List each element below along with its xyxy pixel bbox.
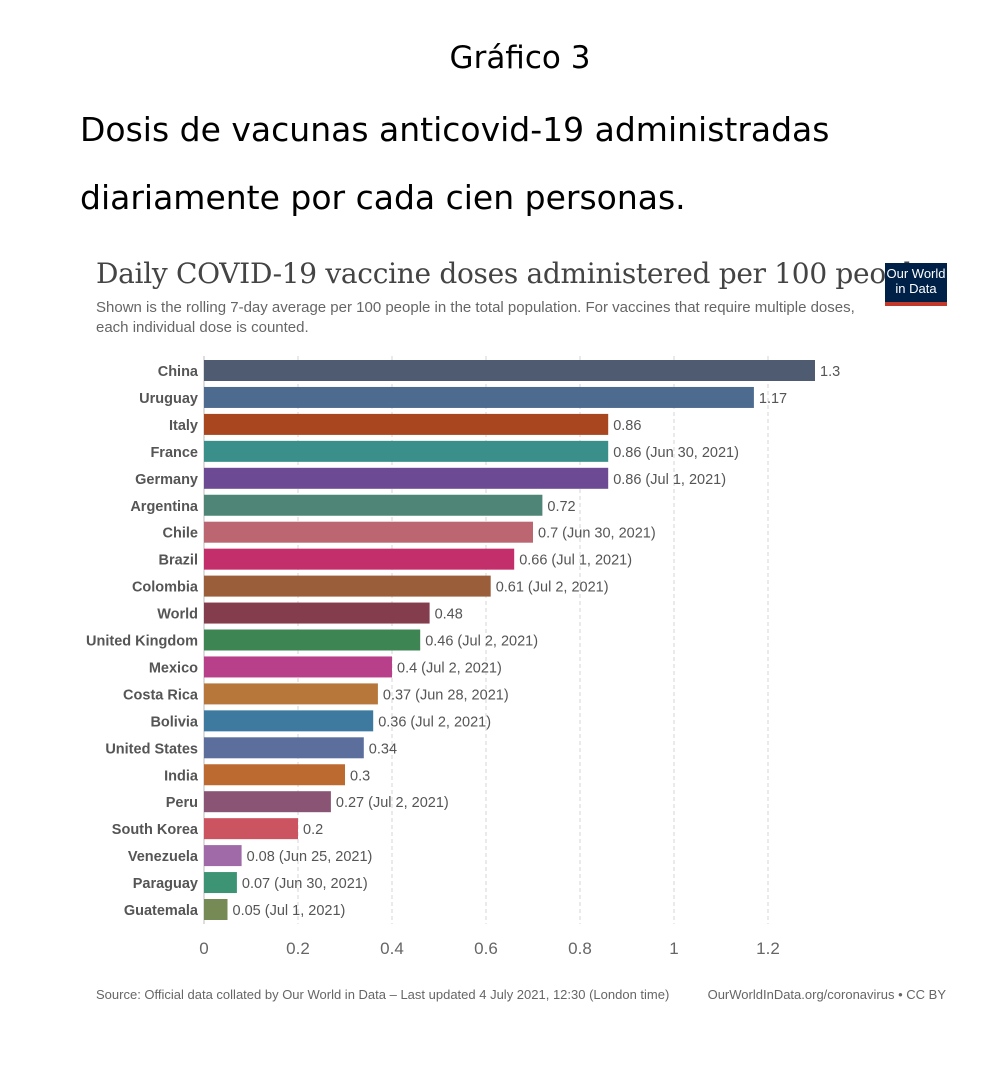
bar-south-korea — [204, 818, 298, 840]
category-label-south-korea: South Korea — [112, 822, 199, 838]
value-label-world: 0.48 — [435, 607, 463, 623]
bar-france — [204, 440, 609, 462]
value-label-uruguay: 1.17 — [759, 391, 787, 407]
category-label-world: World — [157, 607, 198, 623]
logo-line-1: Our World — [886, 266, 946, 281]
bar-brazil — [204, 548, 515, 570]
x-tick-label: 0.2 — [286, 939, 310, 958]
bar-india — [204, 764, 345, 786]
category-label-paraguay: Paraguay — [133, 876, 198, 892]
bar-chile — [204, 521, 533, 543]
category-label-guatemala: Guatemala — [124, 903, 199, 919]
value-label-guatemala: 0.05 (Jul 1, 2021) — [233, 903, 346, 919]
bar-venezuela — [204, 845, 242, 867]
value-label-costa-rica: 0.37 (Jun 28, 2021) — [383, 687, 509, 703]
source-note: Source: Official data collated by Our Wo… — [96, 987, 670, 1002]
source-link[interactable]: OurWorldInData.org/coronavirus • CC BY — [707, 987, 946, 1002]
category-label-bolivia: Bolivia — [150, 714, 198, 730]
document-label: Gráfico 3 — [449, 40, 591, 76]
value-label-italy: 0.86 — [613, 418, 641, 434]
bar-united-states — [204, 737, 364, 759]
document-title-line-1: Dosis de vacunas anticovid-19 administra… — [80, 110, 830, 149]
value-label-south-korea: 0.2 — [303, 822, 323, 838]
bar-colombia — [204, 575, 491, 597]
chart-title: Daily COVID-19 vaccine doses administere… — [96, 257, 929, 290]
category-label-india: India — [164, 768, 199, 784]
bar-guatemala — [204, 899, 228, 920]
bar-argentina — [204, 494, 543, 516]
value-label-venezuela: 0.08 (Jun 25, 2021) — [247, 849, 373, 865]
bar-paraguay — [204, 872, 237, 894]
bar-china — [204, 360, 815, 381]
value-label-bolivia: 0.36 (Jul 2, 2021) — [378, 714, 491, 730]
document-title-line-2: diariamente por cada cien personas. — [80, 178, 686, 217]
value-label-mexico: 0.4 (Jul 2, 2021) — [397, 660, 502, 676]
category-label-chile: Chile — [163, 526, 198, 542]
category-label-italy: Italy — [169, 418, 198, 434]
owid-logo[interactable]: Our World in Data — [885, 263, 947, 306]
value-label-peru: 0.27 (Jul 2, 2021) — [336, 795, 449, 811]
category-label-china: China — [158, 364, 199, 380]
value-label-united-kingdom: 0.46 (Jul 2, 2021) — [425, 634, 538, 650]
logo-line-2: in Data — [895, 281, 937, 296]
value-label-france: 0.86 (Jun 30, 2021) — [613, 445, 739, 461]
bar-italy — [204, 413, 609, 435]
x-tick-label: 0.8 — [568, 939, 592, 958]
bar-uruguay — [204, 386, 754, 408]
category-label-united-states: United States — [105, 741, 198, 757]
category-label-venezuela: Venezuela — [128, 849, 199, 865]
value-label-germany: 0.86 (Jul 1, 2021) — [613, 472, 726, 488]
category-label-argentina: Argentina — [130, 499, 199, 515]
value-label-argentina: 0.72 — [547, 499, 575, 515]
value-label-paraguay: 0.07 (Jun 30, 2021) — [242, 876, 368, 892]
value-label-china: 1.3 — [820, 364, 840, 380]
category-label-france: France — [150, 445, 198, 461]
value-label-chile: 0.7 (Jun 30, 2021) — [538, 526, 656, 542]
value-label-india: 0.3 — [350, 768, 370, 784]
value-label-brazil: 0.66 (Jul 1, 2021) — [519, 553, 632, 569]
category-label-united-kingdom: United Kingdom — [86, 634, 198, 650]
bar-world — [204, 602, 430, 624]
x-tick-label: 1.2 — [756, 939, 780, 958]
logo-accent-bar — [885, 302, 947, 306]
x-tick-label: 1 — [669, 939, 678, 958]
category-label-brazil: Brazil — [159, 553, 199, 569]
bar-mexico — [204, 656, 392, 678]
bar-peru — [204, 791, 331, 813]
bar-germany — [204, 467, 609, 489]
bar-united-kingdom — [204, 629, 421, 651]
category-label-germany: Germany — [135, 472, 198, 488]
x-tick-label: 0 — [199, 939, 208, 958]
bar-costa-rica — [204, 683, 378, 705]
bar-bolivia — [204, 710, 374, 732]
category-label-colombia: Colombia — [132, 580, 199, 596]
category-label-uruguay: Uruguay — [139, 391, 198, 407]
category-label-mexico: Mexico — [149, 660, 198, 676]
value-label-colombia: 0.61 (Jul 2, 2021) — [496, 580, 609, 596]
value-label-united-states: 0.34 — [369, 741, 397, 757]
category-label-costa-rica: Costa Rica — [123, 687, 199, 703]
x-tick-label: 0.6 — [474, 939, 498, 958]
chart-subtitle: Shown is the rolling 7-day average per 1… — [96, 299, 855, 336]
category-label-peru: Peru — [166, 795, 198, 811]
x-tick-label: 0.4 — [380, 939, 404, 958]
